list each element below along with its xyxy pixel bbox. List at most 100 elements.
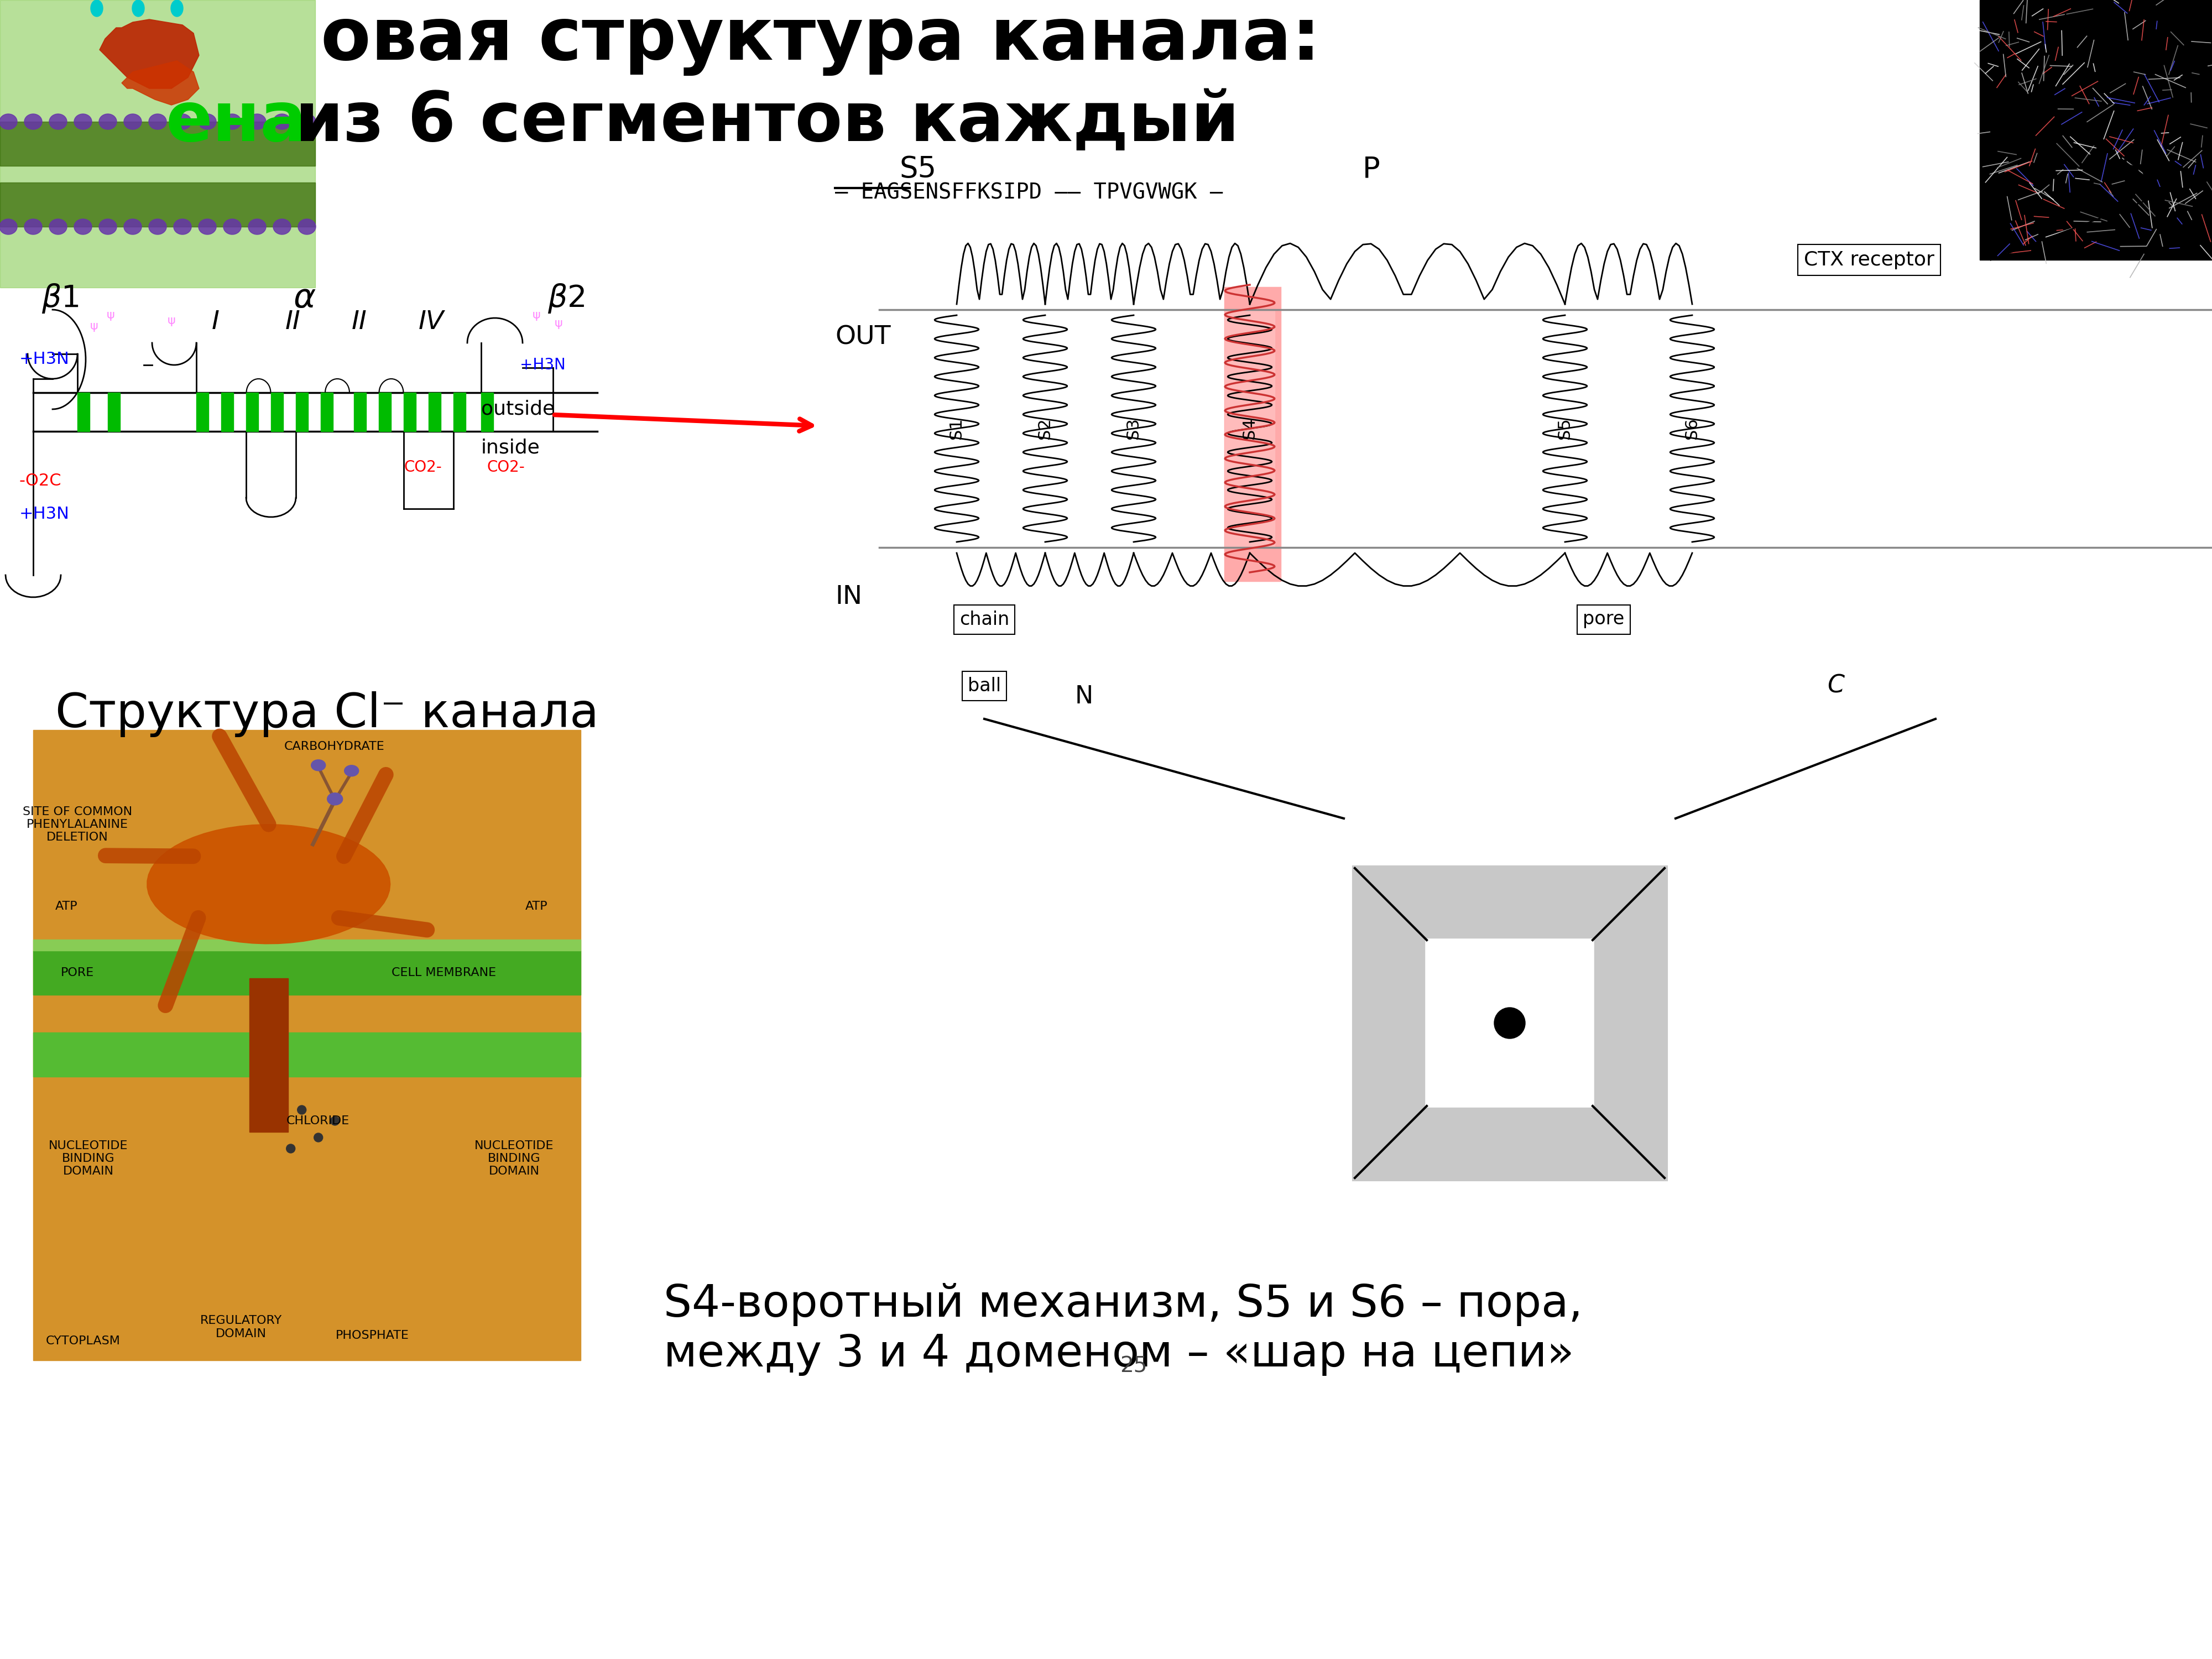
Text: ψ: ψ xyxy=(168,315,175,327)
Text: между 3 и 4 доменом – «шар на цепи»: между 3 и 4 доменом – «шар на цепи» xyxy=(664,1332,1575,1375)
Bar xyxy=(453,393,465,431)
Bar xyxy=(931,310,982,547)
Ellipse shape xyxy=(312,760,325,771)
Circle shape xyxy=(478,645,495,665)
Text: $\beta$2: $\beta$2 xyxy=(549,282,584,315)
Text: $\alpha$: $\alpha$ xyxy=(292,282,316,315)
Text: ψ: ψ xyxy=(91,320,97,332)
Bar xyxy=(378,393,392,431)
Circle shape xyxy=(460,635,482,659)
Ellipse shape xyxy=(274,114,292,129)
Circle shape xyxy=(416,523,442,551)
Text: ATP: ATP xyxy=(524,901,549,912)
Bar xyxy=(1540,310,1590,547)
Text: CO2-: CO2- xyxy=(487,460,524,474)
Bar xyxy=(33,730,580,1360)
Ellipse shape xyxy=(124,219,142,234)
Bar xyxy=(246,393,259,431)
Ellipse shape xyxy=(148,219,166,234)
Ellipse shape xyxy=(100,219,117,234)
Text: S6: S6 xyxy=(2121,154,2159,184)
Bar xyxy=(403,393,416,431)
Ellipse shape xyxy=(49,219,66,234)
Text: S1: S1 xyxy=(949,418,964,440)
Bar xyxy=(354,393,367,431)
Ellipse shape xyxy=(0,219,18,234)
Text: inside: inside xyxy=(482,438,540,458)
Bar xyxy=(1427,941,1593,1107)
Circle shape xyxy=(1495,1007,1526,1039)
Text: OUT: OUT xyxy=(836,325,891,350)
Bar xyxy=(0,182,316,227)
Ellipse shape xyxy=(49,114,66,129)
Bar xyxy=(108,393,119,431)
Text: SITE OF COMMON
PHENYLALANINE
DELETION: SITE OF COMMON PHENYLALANINE DELETION xyxy=(22,806,133,843)
Text: IN: IN xyxy=(836,586,863,611)
Bar xyxy=(197,393,208,431)
Ellipse shape xyxy=(75,219,93,234)
Ellipse shape xyxy=(0,114,18,129)
Text: CYTOPLASM: CYTOPLASM xyxy=(46,1335,119,1347)
Text: outside: outside xyxy=(482,400,555,418)
Text: -O2C: -O2C xyxy=(20,473,62,489)
Bar xyxy=(1354,868,1666,1178)
Bar xyxy=(482,393,493,431)
Text: II: II xyxy=(352,310,367,335)
Ellipse shape xyxy=(24,219,42,234)
Text: II: II xyxy=(285,310,301,335)
Bar xyxy=(250,979,288,1131)
Ellipse shape xyxy=(173,114,192,129)
Circle shape xyxy=(460,664,482,685)
Text: NUCLEOTIDE
BINDING
DOMAIN: NUCLEOTIDE BINDING DOMAIN xyxy=(49,1140,128,1176)
Text: N: N xyxy=(1075,685,1093,708)
Bar xyxy=(33,1032,580,1077)
Text: Структура Cl⁻ канала: Структура Cl⁻ канала xyxy=(55,692,599,737)
Text: +H3N: +H3N xyxy=(20,352,69,368)
Text: CTX receptor: CTX receptor xyxy=(1805,251,1933,269)
Ellipse shape xyxy=(148,114,166,129)
Bar xyxy=(321,393,332,431)
Text: S4: S4 xyxy=(1241,418,1259,440)
Ellipse shape xyxy=(24,114,42,129)
Ellipse shape xyxy=(133,0,144,17)
Text: из 6 сегментов каждый: из 6 сегментов каждый xyxy=(270,88,1239,156)
Text: I: I xyxy=(212,310,219,335)
Ellipse shape xyxy=(170,0,184,17)
Text: S6: S6 xyxy=(1683,418,1701,440)
Text: pore: pore xyxy=(1584,611,1624,629)
Bar xyxy=(1108,310,1159,547)
Bar xyxy=(33,951,580,995)
Text: +H3N: +H3N xyxy=(20,506,69,523)
Ellipse shape xyxy=(199,114,217,129)
Bar xyxy=(221,393,234,431)
Text: CHLORIDE: CHLORIDE xyxy=(285,1115,349,1126)
Text: $\beta$1: $\beta$1 xyxy=(42,282,80,315)
Circle shape xyxy=(478,674,495,693)
Bar xyxy=(33,939,580,951)
Text: ψ: ψ xyxy=(106,310,115,320)
Bar xyxy=(1225,310,1274,547)
Circle shape xyxy=(296,1105,305,1115)
Ellipse shape xyxy=(248,219,265,234)
Ellipse shape xyxy=(345,765,358,776)
Ellipse shape xyxy=(173,219,192,234)
Ellipse shape xyxy=(199,219,217,234)
Ellipse shape xyxy=(75,114,93,129)
Text: REGULATORY
DOMAIN: REGULATORY DOMAIN xyxy=(201,1316,283,1339)
Text: ена: ена xyxy=(166,88,307,156)
Text: PHOSPHATE: PHOSPHATE xyxy=(336,1331,409,1340)
Circle shape xyxy=(314,1133,323,1141)
Text: овая структура канала:: овая структура канала: xyxy=(321,5,1321,76)
Bar xyxy=(77,393,88,431)
Text: — EAGSENSFFKSIPD —— TPVGVWGK —: — EAGSENSFFKSIPD —— TPVGVWGK — xyxy=(836,182,1223,204)
Text: S5: S5 xyxy=(1557,418,1573,440)
Bar xyxy=(0,0,316,287)
Ellipse shape xyxy=(299,114,316,129)
Ellipse shape xyxy=(91,0,102,17)
Bar xyxy=(1980,0,2212,260)
Text: PORE: PORE xyxy=(60,967,95,979)
Polygon shape xyxy=(100,20,199,88)
Ellipse shape xyxy=(223,114,241,129)
Text: CELL MEMBRANE: CELL MEMBRANE xyxy=(392,967,495,979)
Polygon shape xyxy=(148,825,389,944)
